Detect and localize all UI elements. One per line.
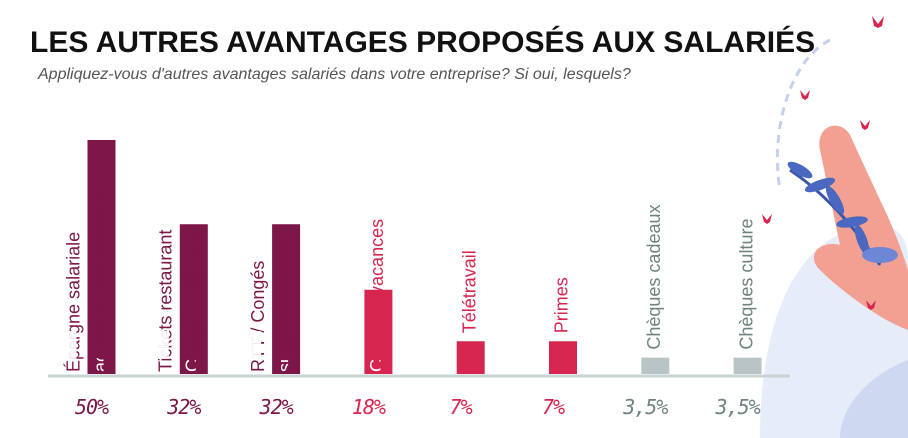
value-label: 7% — [542, 395, 565, 419]
category-label: supplémentaires — [275, 240, 295, 372]
category-label: supplémentaires — [275, 240, 295, 372]
value-label: 18% — [352, 395, 386, 419]
bar — [364, 289, 393, 374]
category-label: Épargne salariale — [63, 232, 83, 372]
chart-subtitle: Appliquez-vous d'autres avantages salari… — [37, 66, 631, 83]
bar — [549, 341, 577, 374]
value-label: 7% — [450, 395, 473, 419]
blob — [840, 360, 908, 438]
bar — [87, 140, 116, 374]
category-label: Chèques déjeuner — [183, 225, 203, 372]
category-label: Chèques cadeaux — [644, 205, 664, 350]
category-label: Tickets restaurant — [156, 230, 176, 372]
chart-title: LES AUTRES AVANTAGES PROPOSÉS AUX SALARI… — [30, 25, 815, 59]
bar — [179, 224, 208, 374]
bar — [641, 357, 670, 374]
category-label: RTT / Congés — [248, 261, 268, 372]
category-label: Télétravail — [459, 250, 479, 333]
leaves — [787, 161, 898, 263]
decoration — [760, 16, 908, 438]
butterflies — [762, 16, 884, 310]
value-label: 32% — [259, 395, 294, 419]
dash-arc — [776, 38, 831, 191]
bar — [733, 357, 762, 374]
value-label: 32% — [166, 395, 201, 419]
category-label: Chèques culture — [736, 219, 756, 350]
category-label: Télétravail — [459, 250, 479, 333]
category-label: Primes — [552, 277, 572, 333]
category-label: Chèques vacances — [367, 219, 387, 372]
category-label: Primes — [552, 277, 572, 333]
category-label: Chèques cadeaux — [644, 205, 664, 350]
category-label: accord de participation — [90, 191, 110, 372]
bar — [272, 224, 301, 374]
value-label: 3,5% — [715, 395, 761, 419]
category-label: RTT / Congés — [248, 261, 268, 372]
bar — [456, 341, 485, 374]
category-label: Chèques culture — [736, 219, 756, 350]
category-label: Chèques déjeuner — [183, 225, 203, 372]
category-label: Tickets restaurant — [156, 230, 176, 372]
value-label: 50% — [75, 395, 109, 419]
category-label: Chèques vacances — [367, 219, 387, 372]
category-label: Épargne salariale — [63, 232, 83, 372]
category-label: accord de participation — [90, 191, 110, 372]
value-label: 3,5% — [622, 395, 668, 419]
